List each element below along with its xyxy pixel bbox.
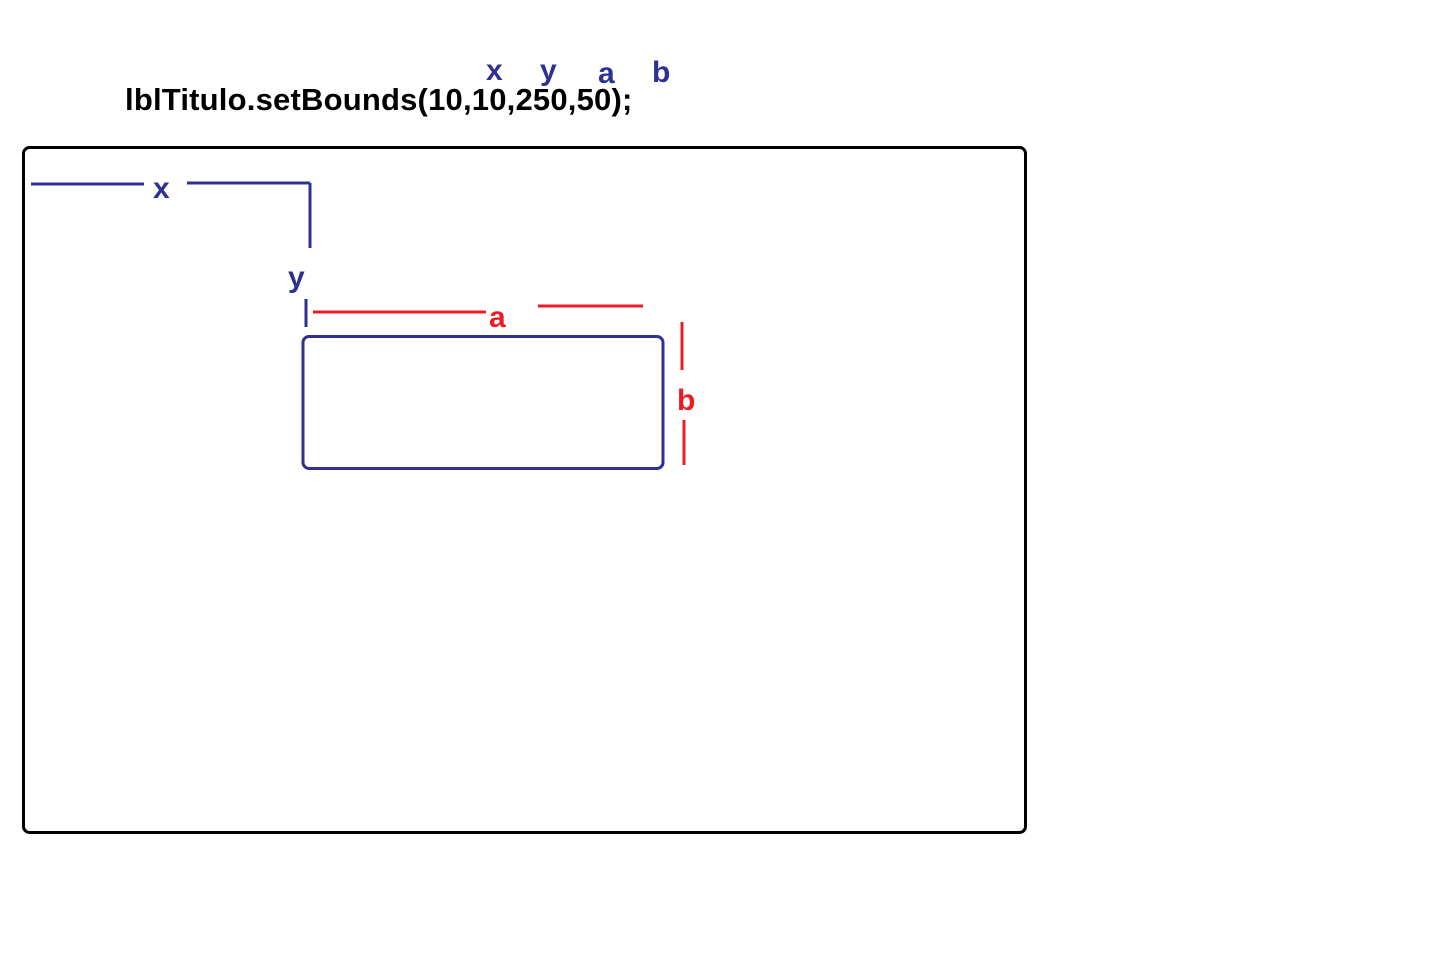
container-frame [22, 146, 1027, 834]
x-offset-label: x [153, 172, 170, 205]
param-label-a: a [598, 57, 615, 90]
height-label: b [677, 384, 696, 417]
param-label-y: y [540, 54, 557, 87]
code-statement: lblTitulo.setBounds(10,10,250,50); [125, 82, 633, 117]
param-label-x: x [486, 54, 503, 87]
width-label: a [489, 301, 506, 334]
y-offset-label: y [288, 261, 305, 294]
param-label-b: b [652, 56, 671, 89]
label-bounds-rect [301, 335, 665, 470]
